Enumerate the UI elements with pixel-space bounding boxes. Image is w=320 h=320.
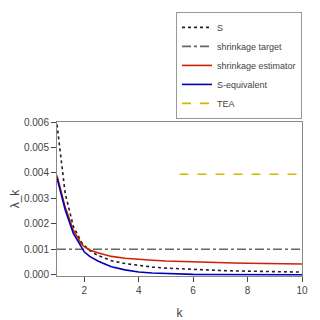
svg-text:S-equivalent: S-equivalent: [217, 80, 268, 90]
svg-text:0.002: 0.002: [24, 218, 49, 229]
svg-text:0.006: 0.006: [24, 117, 49, 128]
svg-text:2: 2: [81, 285, 87, 296]
svg-text:0.001: 0.001: [24, 244, 49, 255]
svg-text:0.003: 0.003: [24, 193, 49, 204]
svg-text:shrinkage target: shrinkage target: [217, 42, 282, 52]
svg-text:0.004: 0.004: [24, 167, 49, 178]
svg-text:4: 4: [136, 285, 142, 296]
svg-text:TEA: TEA: [217, 99, 235, 109]
svg-text:0.000: 0.000: [24, 269, 49, 280]
svg-text:10: 10: [296, 285, 308, 296]
svg-text:λ_k: λ_k: [8, 189, 22, 209]
svg-text:0.005: 0.005: [24, 142, 49, 153]
svg-text:k: k: [177, 306, 184, 320]
svg-text:shrinkage estimator: shrinkage estimator: [217, 61, 296, 71]
svg-text:6: 6: [190, 285, 196, 296]
svg-text:8: 8: [245, 285, 251, 296]
svg-text:S: S: [217, 23, 223, 33]
